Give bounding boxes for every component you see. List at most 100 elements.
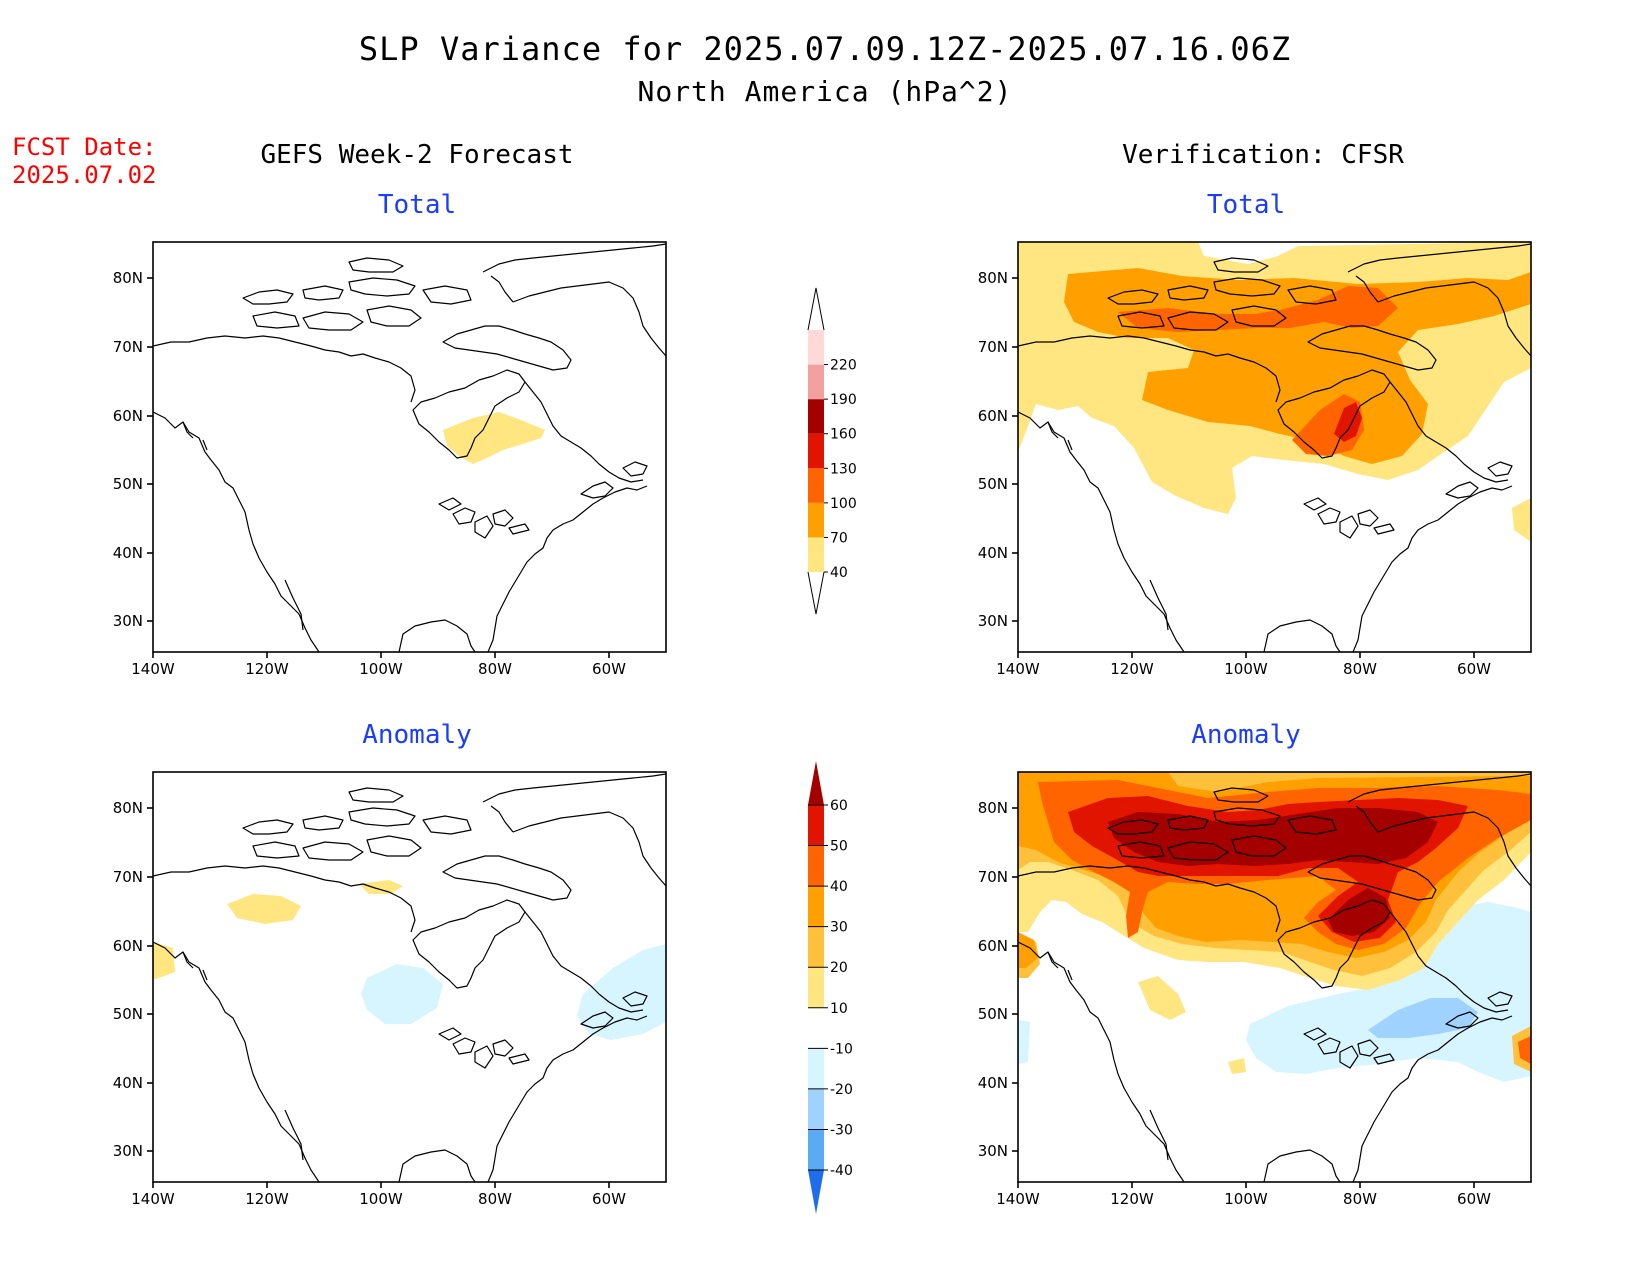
colorbar-total-box: [808, 502, 824, 538]
lat-tick-label: 60N: [113, 937, 143, 955]
lat-tick-label: 30N: [978, 612, 1008, 630]
cfsr-anomaly-shade-40-east: [1518, 1036, 1531, 1064]
lat-tick-label: 50N: [113, 1005, 143, 1023]
lon-tick-label: 100W: [359, 1190, 403, 1208]
lon-tick-label: 120W: [1110, 660, 1154, 678]
colorbar-anomaly-label: -40: [830, 1163, 853, 1179]
colorbar-anomaly-box: [808, 1088, 824, 1130]
colorbar-total-bottom-arrow: [807, 571, 825, 615]
lon-tick-label: 80W: [1343, 660, 1377, 678]
cfsr-total-shade-130: [1334, 402, 1362, 442]
colorbar-anomaly-box: [808, 926, 824, 968]
colorbar-anomaly-label: 60: [830, 798, 848, 814]
colorbar-total-label: 100: [830, 496, 857, 512]
lat-tick-label: 60N: [978, 407, 1008, 425]
gefs-anomaly-shade-pos-west: [227, 894, 301, 924]
colorbar-anomaly-top-arrow: [808, 761, 824, 805]
panel-gefs-total: [146, 241, 667, 659]
lon-tick-label: 80W: [478, 660, 512, 678]
lon-tick-label: 100W: [1224, 1190, 1268, 1208]
panel-gefs-anomaly: [146, 771, 667, 1189]
colorbar-total-box: [808, 433, 824, 469]
fcst-date-value: 2025.07.02: [12, 161, 157, 189]
fcst-date-block: FCST Date: 2025.07.02: [12, 133, 157, 189]
lat-tick-label: 70N: [978, 868, 1008, 886]
lat-tick-label: 50N: [113, 475, 143, 493]
left-total-heading: Total: [377, 190, 457, 220]
lat-tick-label: 70N: [113, 338, 143, 356]
lon-tick-label: 140W: [131, 1190, 175, 1208]
lat-tick-label: 50N: [978, 475, 1008, 493]
colorbar-total-label: 40: [830, 565, 848, 581]
cfsr-total-shade-40-east: [1512, 498, 1531, 542]
cfsr-anomaly-shade-neg-10: [1246, 902, 1531, 1082]
colorbar-anomaly-label: 50: [830, 839, 848, 855]
colorbar-anomaly-label: -10: [830, 1041, 853, 1057]
colorbar-anomaly-label: 40: [830, 879, 848, 895]
lon-tick-label: 60W: [592, 660, 626, 678]
cfsr-total-shade-100-north: [1118, 286, 1398, 332]
lon-tick-label: 60W: [1457, 660, 1491, 678]
left-column-heading: GEFS Week-2 Forecast: [260, 140, 574, 170]
lat-tick-label: 80N: [978, 269, 1008, 287]
cfsr-anomaly-shade-60-hudson: [1328, 888, 1390, 936]
lat-tick-label: 40N: [113, 1074, 143, 1092]
colorbar-total-box: [808, 330, 824, 365]
lat-tick-label: 60N: [113, 407, 143, 425]
colorbar-total: 40 70 100 130 160 190 220: [807, 287, 857, 615]
colorbar-total-label: 220: [830, 358, 857, 374]
colorbar-total-top-arrow: [807, 287, 825, 331]
colorbar-anomaly-box: [808, 845, 824, 887]
main-title: SLP Variance for 2025.07.09.12Z-2025.07.…: [358, 30, 1292, 68]
panel-cfsr-anomaly: [1011, 771, 1532, 1189]
colorbar-total-label: 130: [830, 461, 857, 477]
colorbar-anomaly-bottom-arrow: [808, 1170, 824, 1214]
right-anomaly-heading: Anomaly: [1191, 720, 1301, 750]
colorbar-anomaly-label: 20: [830, 960, 848, 976]
colorbar-total-box: [808, 468, 824, 503]
lat-tick-label: 80N: [113, 269, 143, 287]
colorbar-anomaly-box: [808, 886, 824, 927]
lat-tick-label: 40N: [978, 544, 1008, 562]
colorbar-total-box: [808, 364, 824, 400]
lon-tick-label: 140W: [131, 660, 175, 678]
gefs-anomaly-shade-neg-center: [361, 964, 443, 1024]
colorbar-total-box: [808, 537, 824, 572]
gefs-anomaly-shade-neg-east: [577, 944, 666, 1040]
left-anomaly-heading: Anomaly: [362, 720, 472, 750]
lat-tick-label: 80N: [113, 799, 143, 817]
colorbar-anomaly: 60 50 40 30 20 10 -10 -20 -30 -40: [808, 761, 853, 1214]
lat-tick-label: 50N: [978, 1005, 1008, 1023]
panel-cfsr-total: [1011, 241, 1532, 659]
lat-tick-label: 30N: [113, 612, 143, 630]
main-subtitle: North America (hPa^2): [637, 75, 1013, 108]
colorbar-anomaly-box: [808, 1129, 824, 1170]
lat-tick-label: 70N: [113, 868, 143, 886]
cfsr-anomaly-shade-30-coast: [1018, 932, 1038, 968]
colorbar-total-label: 190: [830, 392, 857, 408]
lon-tick-label: 140W: [996, 660, 1040, 678]
lat-tick-label: 30N: [978, 1142, 1008, 1160]
lon-tick-label: 140W: [996, 1190, 1040, 1208]
colorbar-total-label: 70: [830, 530, 848, 546]
lon-tick-label: 100W: [1224, 660, 1268, 678]
lat-tick-label: 40N: [978, 1074, 1008, 1092]
right-column-heading: Verification: CFSR: [1122, 140, 1404, 170]
lon-tick-label: 120W: [245, 1190, 289, 1208]
colorbar-anomaly-box: [808, 805, 824, 846]
cfsr-anomaly-shade-10-plains: [1138, 976, 1186, 1020]
lat-tick-label: 40N: [113, 544, 143, 562]
lon-tick-label: 80W: [1343, 1190, 1377, 1208]
gefs-total-shade-hudson: [443, 412, 545, 464]
gefs-anomaly-shade-pos-arctic: [359, 880, 403, 894]
axis-tick-labels: 80N 70N 60N 50N 40N 30N 140W 120W 100W 80W 60W 80N 7…: [113, 269, 1491, 1208]
colorbar-anomaly-label: -20: [830, 1082, 853, 1098]
lon-tick-label: 100W: [359, 660, 403, 678]
colorbar-anomaly-box: [808, 967, 824, 1008]
right-total-heading: Total: [1206, 190, 1286, 220]
colorbar-total-label: 160: [830, 427, 857, 443]
cfsr-anomaly-shade-10-small: [1228, 1058, 1246, 1074]
fcst-date-label: FCST Date:: [12, 133, 157, 161]
colorbar-anomaly-label: -30: [830, 1122, 853, 1138]
cfsr-anomaly-shade-60-north: [1108, 808, 1438, 866]
